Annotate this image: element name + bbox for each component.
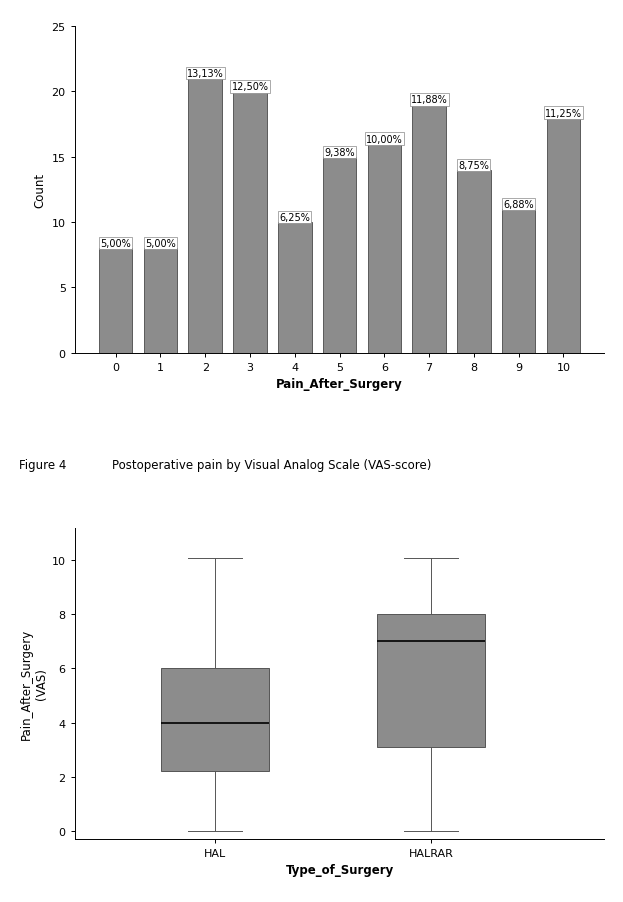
- Bar: [278, 223, 312, 354]
- PathPatch shape: [378, 614, 485, 747]
- Bar: [99, 249, 133, 354]
- Bar: [323, 158, 356, 354]
- Bar: [188, 79, 222, 354]
- Bar: [502, 209, 535, 354]
- Bar: [412, 106, 446, 354]
- Bar: [144, 249, 177, 354]
- Y-axis label: Count: Count: [33, 172, 46, 207]
- Text: 6,25%: 6,25%: [279, 213, 310, 223]
- Text: 11,88%: 11,88%: [411, 96, 447, 106]
- Text: 5,00%: 5,00%: [145, 239, 176, 249]
- Text: 5,00%: 5,00%: [100, 239, 131, 249]
- Text: 12,50%: 12,50%: [232, 82, 269, 92]
- Y-axis label: Pain_After_Surgery
(VAS): Pain_After_Surgery (VAS): [19, 628, 47, 739]
- Text: 9,38%: 9,38%: [324, 148, 355, 158]
- Text: 11,25%: 11,25%: [545, 108, 582, 118]
- Text: 8,75%: 8,75%: [459, 161, 489, 170]
- Text: Postoperative pain by Visual Analog Scale (VAS-score): Postoperative pain by Visual Analog Scal…: [112, 458, 432, 471]
- X-axis label: Type_of_Surgery: Type_of_Surgery: [285, 863, 394, 877]
- Text: Figure 4: Figure 4: [19, 458, 66, 471]
- Bar: [457, 170, 491, 354]
- Text: 10,00%: 10,00%: [366, 134, 402, 144]
- X-axis label: Pain_After_Surgery: Pain_After_Surgery: [276, 378, 403, 391]
- Bar: [368, 144, 401, 354]
- Text: 6,88%: 6,88%: [503, 199, 534, 209]
- Text: 13,13%: 13,13%: [187, 69, 224, 79]
- PathPatch shape: [161, 668, 269, 771]
- Bar: [546, 118, 580, 354]
- Bar: [233, 92, 267, 354]
